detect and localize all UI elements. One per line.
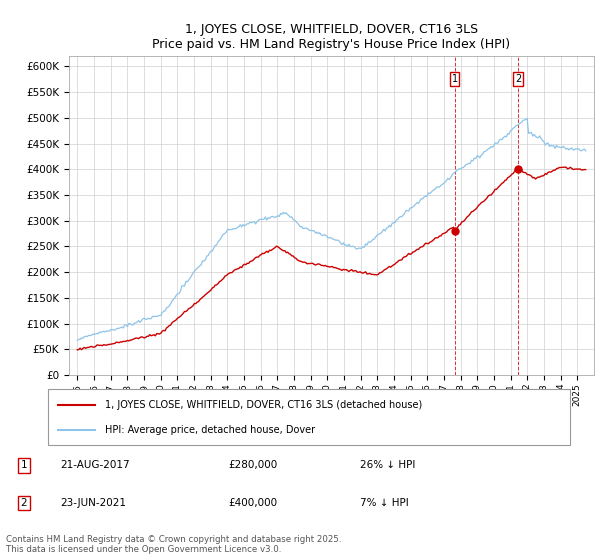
Text: 2: 2 (20, 498, 28, 508)
Text: 1: 1 (452, 74, 458, 84)
Title: 1, JOYES CLOSE, WHITFIELD, DOVER, CT16 3LS
Price paid vs. HM Land Registry's Hou: 1, JOYES CLOSE, WHITFIELD, DOVER, CT16 3… (152, 22, 511, 50)
Text: 1: 1 (20, 460, 28, 470)
Text: HPI: Average price, detached house, Dover: HPI: Average price, detached house, Dove… (106, 424, 316, 435)
Text: £280,000: £280,000 (228, 460, 277, 470)
Text: 23-JUN-2021: 23-JUN-2021 (60, 498, 126, 508)
FancyBboxPatch shape (48, 389, 570, 445)
Text: Contains HM Land Registry data © Crown copyright and database right 2025.
This d: Contains HM Land Registry data © Crown c… (6, 535, 341, 554)
Text: 21-AUG-2017: 21-AUG-2017 (60, 460, 130, 470)
Text: 7% ↓ HPI: 7% ↓ HPI (360, 498, 409, 508)
Text: 1, JOYES CLOSE, WHITFIELD, DOVER, CT16 3LS (detached house): 1, JOYES CLOSE, WHITFIELD, DOVER, CT16 3… (106, 400, 422, 410)
Text: 2: 2 (515, 74, 521, 84)
Text: £400,000: £400,000 (228, 498, 277, 508)
Text: 26% ↓ HPI: 26% ↓ HPI (360, 460, 415, 470)
